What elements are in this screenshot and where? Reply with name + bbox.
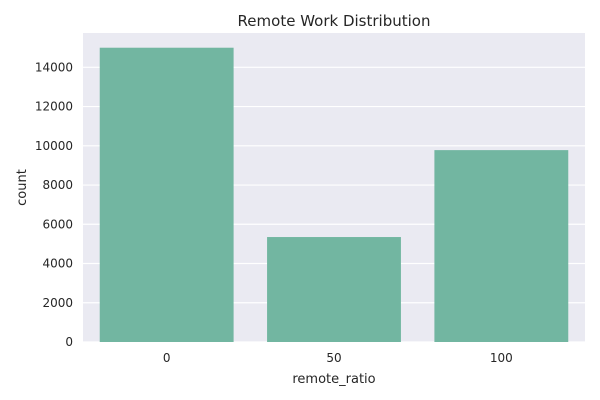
y-tick-label: 6000: [42, 217, 73, 231]
y-tick-label: 4000: [42, 257, 73, 271]
y-tick-label: 2000: [42, 296, 73, 310]
bars: [99, 47, 569, 342]
y-tick-label: 10000: [35, 139, 73, 153]
x-tick-label: 100: [490, 351, 513, 365]
y-tick-label: 14000: [35, 60, 73, 74]
x-tick-label: 50: [326, 351, 341, 365]
y-tick-label: 12000: [35, 100, 73, 114]
y-axis-ticks: 0 2000 4000 6000 8000 10000 12000 14000: [35, 60, 73, 349]
bar-0: [99, 47, 234, 342]
x-tick-label: 0: [163, 351, 171, 365]
x-axis-ticks: 0 50 100: [163, 351, 513, 365]
bar-50: [267, 237, 401, 342]
chart-title: Remote Work Distribution: [238, 12, 431, 30]
x-axis-label: remote_ratio: [292, 372, 375, 387]
bar-100: [434, 150, 569, 342]
y-axis-label: count: [15, 169, 30, 206]
y-tick-label: 0: [65, 335, 73, 349]
y-tick-label: 8000: [42, 178, 73, 192]
